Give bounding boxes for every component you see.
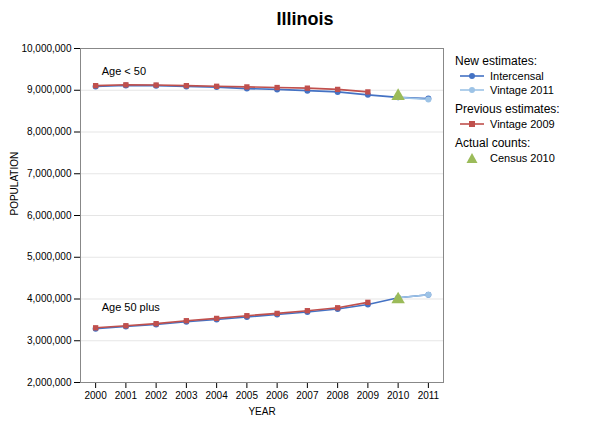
svg-text:2011: 2011	[418, 390, 440, 401]
svg-text:POPULATION: POPULATION	[9, 152, 20, 216]
svg-text:2007: 2007	[296, 390, 319, 401]
html-text:Actual counts:: Actual counts:	[455, 136, 531, 150]
svg-text:6,000,000: 6,000,000	[27, 210, 72, 221]
svg-text:2010: 2010	[387, 390, 410, 401]
html-text:Vintage 2011: Vintage 2011	[490, 84, 554, 96]
svg-text:2008: 2008	[327, 390, 350, 401]
svg-text:2004: 2004	[206, 390, 229, 401]
svg-text:Age < 50: Age < 50	[102, 65, 146, 77]
html-text:Vintage 2009: Vintage 2009	[490, 118, 555, 130]
svg-text:2003: 2003	[175, 390, 198, 401]
svg-text:2000: 2000	[85, 390, 108, 401]
html-text:Census 2010: Census 2010	[490, 152, 555, 164]
svg-text:2005: 2005	[236, 390, 259, 401]
html-text:New estimates:: New estimates:	[455, 54, 537, 68]
svg-text:2006: 2006	[266, 390, 289, 401]
svg-text:Age 50 plus: Age 50 plus	[102, 301, 161, 313]
svg-text:2009: 2009	[357, 390, 380, 401]
svg-text:4,000,000: 4,000,000	[27, 293, 72, 304]
svg-text:8,000,000: 8,000,000	[27, 126, 72, 137]
svg-text:YEAR: YEAR	[248, 406, 275, 417]
svg-text:9,000,000: 9,000,000	[27, 84, 72, 95]
html-text:Intercensal: Intercensal	[490, 70, 544, 82]
svg-text:7,000,000: 7,000,000	[27, 168, 72, 179]
html-text:Illinois: Illinois	[276, 9, 334, 29]
svg-text:2001: 2001	[115, 390, 138, 401]
svg-text:2,000,000: 2,000,000	[27, 377, 72, 388]
svg-text:3,000,000: 3,000,000	[27, 335, 72, 346]
svg-text:10,000,000: 10,000,000	[21, 43, 71, 54]
html-text:Previous estimates:: Previous estimates:	[455, 102, 560, 116]
svg-text:5,000,000: 5,000,000	[27, 251, 72, 262]
svg-text:2002: 2002	[145, 390, 168, 401]
